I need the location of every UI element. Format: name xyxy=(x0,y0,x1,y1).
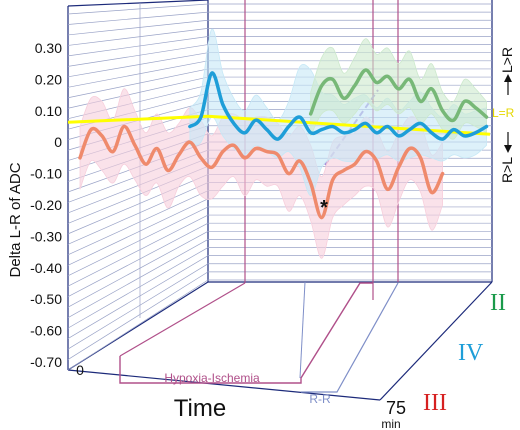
x-end-label: 75 xyxy=(386,398,406,418)
period-bracket-rr xyxy=(301,282,399,393)
gridline-left-wall xyxy=(67,247,209,329)
period-markers xyxy=(119,0,399,393)
gridline-left-wall xyxy=(67,11,209,25)
y-tick-label: 0.30 xyxy=(35,40,62,56)
series-label-ii: II xyxy=(490,290,506,316)
series-line-iii xyxy=(78,124,445,220)
gridline-left-wall xyxy=(67,68,209,99)
side-label-top: L>R xyxy=(499,47,515,73)
confidence-bands xyxy=(79,28,487,259)
y-tick-label: 0.10 xyxy=(35,103,62,119)
gridline-left-wall xyxy=(67,182,209,245)
floor-right-edge xyxy=(379,281,493,401)
period-bracket-hi-left xyxy=(119,282,246,357)
y-tick-label: -0.50 xyxy=(30,291,62,307)
gridline-left-wall xyxy=(67,279,209,371)
series-label-iv: IV xyxy=(458,340,484,366)
period-bracket-hi xyxy=(119,282,373,384)
gridline-left-wall xyxy=(67,28,209,46)
gridline-left-wall xyxy=(67,222,209,298)
reference-line-label: L=R xyxy=(492,106,515,120)
y-tick-label: 0.20 xyxy=(35,71,62,87)
period-floor-line xyxy=(299,281,306,379)
gridline-left-wall xyxy=(67,174,209,235)
series-lines xyxy=(78,68,489,220)
period-label-r-r: R-R xyxy=(309,392,331,406)
annotation-asterisk: * xyxy=(320,197,328,219)
reference-line-left xyxy=(67,114,209,124)
gridline-left-wall xyxy=(67,60,209,88)
gridline-left-wall xyxy=(67,44,209,67)
y-tick-label: -0.60 xyxy=(30,323,62,339)
side-label-bottom: R>L xyxy=(499,157,515,183)
x-unit-label: min xyxy=(381,417,400,430)
x-start-label: 0 xyxy=(76,362,84,378)
y-tick-label: -0.20 xyxy=(30,197,62,213)
gridline-left-wall xyxy=(67,3,209,15)
series-label-iii: III xyxy=(423,390,447,416)
gridline-left-wall xyxy=(67,36,209,57)
y-tick-label: -0.10 xyxy=(30,166,62,182)
y-tick-labels: 0.30 0.20 0.10 0 -0.10 -0.20 -0.30 -0.40 -0.50 -0… xyxy=(30,40,62,370)
gridline-left-wall xyxy=(67,198,209,266)
y-tick-label: -0.70 xyxy=(30,354,62,370)
gridline-left-wall xyxy=(67,206,209,277)
top-left-edge xyxy=(67,0,209,7)
y-tick-label: 0 xyxy=(54,134,62,150)
gridline-left-wall xyxy=(67,255,209,339)
y-tick-label: -0.40 xyxy=(30,260,62,276)
gridline-left-wall xyxy=(67,214,209,287)
x-axis-label: Time xyxy=(174,395,226,422)
gridline-left-wall xyxy=(67,230,209,308)
gridline-left-wall xyxy=(67,239,209,318)
series-line-ii xyxy=(308,68,489,123)
gridline-left-wall xyxy=(67,271,209,360)
gridline-left-wall xyxy=(67,190,209,256)
y-axis-label: Delta L-R of ADC xyxy=(7,162,24,277)
gridline-left-wall xyxy=(67,52,209,78)
side-arrows xyxy=(504,74,512,153)
series-line-iv xyxy=(188,71,489,141)
y-tick-label: -0.30 xyxy=(30,228,62,244)
gridline-left-wall xyxy=(67,263,209,350)
gridline-left-wall xyxy=(67,19,209,36)
period-label-hypoxia-ischemia: Hypoxia-Ischemia xyxy=(164,371,260,385)
